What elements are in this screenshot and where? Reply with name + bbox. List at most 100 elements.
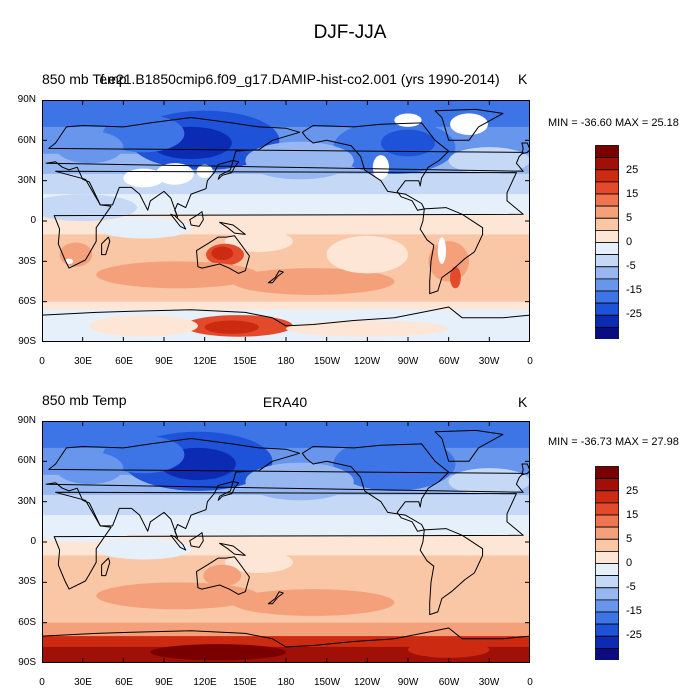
- panel1-colorbar-label: 15: [626, 188, 639, 200]
- panel1-units: K: [518, 71, 528, 87]
- anomaly-blob: [211, 246, 234, 260]
- panel2-colorbar: [595, 466, 619, 660]
- panel2-map: [42, 421, 530, 663]
- panel2-center-title: ERA40: [262, 394, 308, 410]
- panel1-lon-label: 30E: [74, 356, 92, 367]
- coastline-japan: [217, 481, 240, 501]
- missing-data-region: [437, 237, 446, 264]
- panel1-colorbar-label: -15: [626, 284, 642, 296]
- panel2-lat-label: 60S: [18, 617, 36, 628]
- panel2-colorbar-label: -15: [626, 605, 642, 617]
- missing-data-region: [123, 168, 164, 188]
- anomaly-blob: [42, 515, 137, 542]
- panel1-lat-label: 60S: [18, 296, 36, 307]
- coastline-madagascar: [101, 236, 111, 256]
- panel2-lon-label: 90E: [155, 677, 173, 688]
- anomaly-blob: [450, 266, 461, 289]
- panel2-colorbar-label: 25: [626, 485, 639, 497]
- coastline-uk: [521, 463, 530, 476]
- coastline-nz: [267, 591, 284, 605]
- coastline-greenland: [434, 429, 504, 462]
- panel2-lat-label: 30S: [18, 576, 36, 587]
- panel2-lat-label: 90N: [17, 415, 36, 426]
- panel1-colorbar-label: 5: [626, 212, 633, 224]
- panel1-lon-label: 180: [277, 356, 295, 367]
- panel2-units: K: [518, 394, 528, 410]
- panel1-colorbar: [595, 145, 619, 339]
- anomaly-blob: [59, 242, 93, 267]
- panel2-lon-label: 60W: [438, 677, 460, 688]
- coastline-antarctica: [42, 306, 530, 342]
- panel2-lon-label: 150E: [233, 677, 257, 688]
- anomaly-blob: [59, 563, 93, 588]
- anomaly-blob: [333, 437, 456, 491]
- zonal-band: [42, 636, 530, 648]
- colorbar-segment: [595, 526, 619, 540]
- anomaly-blob: [96, 582, 259, 610]
- panel2-colorbar-label: 15: [626, 509, 639, 521]
- panel2-lon-label: 0: [527, 677, 533, 688]
- anomaly-blob: [55, 131, 124, 164]
- colorbar-segment: [595, 242, 619, 256]
- zonal-band: [42, 494, 530, 516]
- panel1-lon-label: 150W: [313, 356, 341, 367]
- coastline-sumatra: [170, 534, 187, 551]
- missing-data-region: [450, 113, 488, 135]
- panel2-lat-label: 90S: [18, 657, 36, 668]
- panel1-max: MAX = 25.18: [614, 117, 679, 129]
- panel1-lon-label: 120W: [353, 356, 381, 367]
- colorbar-segment: [595, 266, 619, 280]
- zonal-band: [42, 301, 530, 311]
- panel2-lon-label: 120E: [193, 677, 217, 688]
- panel1-colorbar-label: -25: [626, 308, 642, 320]
- panel1-center-title: f.e21.B1850cmip6.f09_g17.DAMIP-hist-co2.…: [100, 71, 500, 87]
- anomaly-blob: [231, 589, 395, 616]
- coastline-eurasia: [45, 438, 524, 539]
- colorbar-segment: [595, 193, 619, 207]
- colorbar-segment: [595, 563, 619, 577]
- panel1-lon-label: 60E: [115, 356, 133, 367]
- panel1-lat-label: 90S: [18, 336, 36, 347]
- panel1-lat-label: 60N: [17, 135, 36, 146]
- panel2-lon-label: 60E: [115, 677, 133, 688]
- colorbar-segment: [595, 599, 619, 613]
- panel2-lon-label: 180: [277, 677, 295, 688]
- panel2-colorbar-label: -5: [626, 581, 636, 593]
- colorbar-segment: [595, 302, 619, 316]
- panel1-lon-label: 90E: [155, 356, 173, 367]
- panel2-lon-label: 150W: [313, 677, 341, 688]
- panel2-lon-label: 90W: [397, 677, 419, 688]
- anomaly-blob: [103, 114, 185, 153]
- colorbar-segment: [595, 502, 619, 516]
- anomaly-blob: [204, 320, 259, 334]
- anomaly-blob: [326, 235, 408, 274]
- coastline-greenland: [434, 108, 504, 141]
- coastline-nz: [267, 270, 284, 284]
- colorbar-segment: [595, 145, 619, 159]
- anomaly-blob: [96, 261, 259, 289]
- coastline-japan: [217, 160, 240, 180]
- panel1-map: [42, 100, 530, 342]
- anomaly-blob: [448, 147, 530, 174]
- figure-title: DJF-JJA: [313, 22, 387, 43]
- colorbar-segment: [595, 205, 619, 219]
- panel2-minmax: MIN = -36.73 MAX = 27.98: [548, 436, 679, 448]
- coastline-uk: [521, 142, 530, 155]
- panel2-lon-label: 0: [39, 677, 45, 688]
- colorbar-segment: [595, 551, 619, 564]
- panel1-lat-label: 90N: [17, 94, 36, 105]
- colorbar-segment: [595, 326, 619, 339]
- coastline-borneo: [189, 211, 204, 227]
- colorbar-segment: [595, 217, 619, 231]
- panel1-lat-label: 0: [30, 215, 36, 226]
- panel2-max: MAX = 27.98: [614, 436, 679, 448]
- coastline-samerica: [419, 528, 484, 616]
- colorbar-segment: [595, 169, 619, 183]
- anomaly-blob: [203, 564, 242, 587]
- panel2-lon-label: 30E: [74, 677, 92, 688]
- panel1-lat-label: 30S: [18, 256, 36, 267]
- panel2-left-title: 850 mb Temp: [42, 392, 127, 408]
- panel1-lon-label: 0: [527, 356, 533, 367]
- anomaly-blob: [428, 241, 470, 282]
- panel2-colorbar-label: -25: [626, 629, 642, 641]
